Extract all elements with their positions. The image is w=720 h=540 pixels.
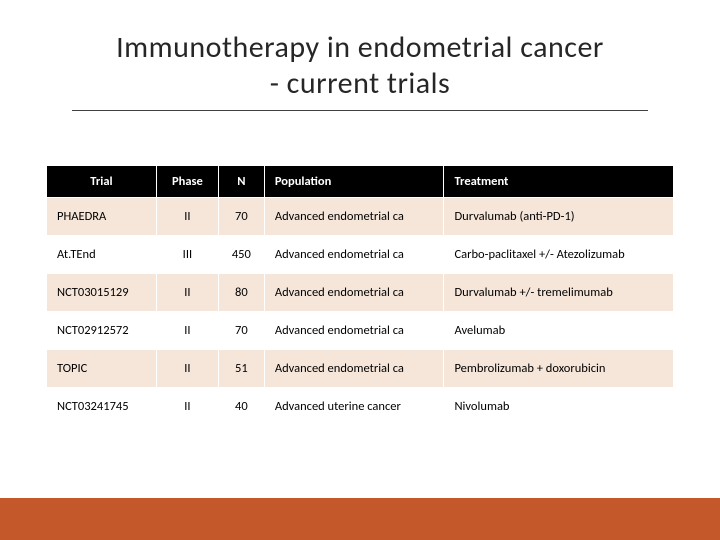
cell-phase: III xyxy=(156,236,218,274)
cell-trial: PHAEDRA xyxy=(47,198,157,236)
cell-population: Advanced endometrial ca xyxy=(264,312,444,350)
cell-n: 70 xyxy=(218,312,264,350)
table-row: NCT03241745 II 40 Advanced uterine cance… xyxy=(47,388,674,426)
cell-population: Advanced uterine cancer xyxy=(264,388,444,426)
cell-trial: NCT03015129 xyxy=(47,274,157,312)
cell-n: 80 xyxy=(218,274,264,312)
col-header-trial: Trial xyxy=(47,166,157,198)
title-line-1: Immunotherapy in endometrial cancer xyxy=(0,30,720,66)
col-header-n: N xyxy=(218,166,264,198)
cell-trial: At.TEnd xyxy=(47,236,157,274)
cell-phase: II xyxy=(156,312,218,350)
cell-n: 51 xyxy=(218,350,264,388)
title-underline xyxy=(72,110,648,111)
trials-table-wrap: Trial Phase N Population Treatment PHAED… xyxy=(46,165,674,426)
title-line-2: - current trials xyxy=(0,66,720,102)
cell-phase: II xyxy=(156,274,218,312)
cell-treatment: Durvalumab +/- tremelimumab xyxy=(444,274,674,312)
table-row: TOPIC II 51 Advanced endometrial ca Pemb… xyxy=(47,350,674,388)
cell-n: 40 xyxy=(218,388,264,426)
cell-n: 70 xyxy=(218,198,264,236)
cell-population: Advanced endometrial ca xyxy=(264,198,444,236)
footer-bar xyxy=(0,498,720,540)
cell-phase: II xyxy=(156,350,218,388)
cell-population: Advanced endometrial ca xyxy=(264,274,444,312)
cell-phase: II xyxy=(156,388,218,426)
cell-n: 450 xyxy=(218,236,264,274)
col-header-population: Population xyxy=(264,166,444,198)
cell-treatment: Carbo-paclitaxel +/- Atezolizumab xyxy=(444,236,674,274)
col-header-treatment: Treatment xyxy=(444,166,674,198)
table-row: NCT02912572 II 70 Advanced endometrial c… xyxy=(47,312,674,350)
table-header-row: Trial Phase N Population Treatment xyxy=(47,166,674,198)
cell-treatment: Nivolumab xyxy=(444,388,674,426)
cell-trial: TOPIC xyxy=(47,350,157,388)
table-row: At.TEnd III 450 Advanced endometrial ca … xyxy=(47,236,674,274)
cell-trial: NCT02912572 xyxy=(47,312,157,350)
table-row: PHAEDRA II 70 Advanced endometrial ca Du… xyxy=(47,198,674,236)
title-block: Immunotherapy in endometrial cancer - cu… xyxy=(0,30,720,111)
cell-treatment: Avelumab xyxy=(444,312,674,350)
cell-treatment: Durvalumab (anti-PD-1) xyxy=(444,198,674,236)
trials-table: Trial Phase N Population Treatment PHAED… xyxy=(46,165,674,426)
col-header-phase: Phase xyxy=(156,166,218,198)
cell-population: Advanced endometrial ca xyxy=(264,236,444,274)
table-row: NCT03015129 II 80 Advanced endometrial c… xyxy=(47,274,674,312)
cell-phase: II xyxy=(156,198,218,236)
slide: Immunotherapy in endometrial cancer - cu… xyxy=(0,0,720,540)
cell-trial: NCT03241745 xyxy=(47,388,157,426)
cell-treatment: Pembrolizumab + doxorubicin xyxy=(444,350,674,388)
cell-population: Advanced endometrial ca xyxy=(264,350,444,388)
